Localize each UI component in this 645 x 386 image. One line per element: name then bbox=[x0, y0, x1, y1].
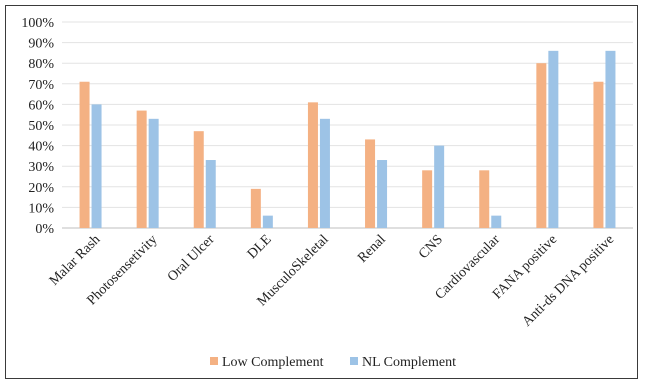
y-tick-label: 40% bbox=[28, 140, 54, 155]
legend-swatch bbox=[210, 357, 218, 365]
y-tick-label: 30% bbox=[28, 160, 54, 175]
y-tick-label: 100% bbox=[21, 16, 54, 31]
bar bbox=[193, 131, 204, 228]
y-tick-label: 50% bbox=[28, 119, 54, 134]
bar bbox=[79, 81, 90, 229]
y-tick-label: 20% bbox=[28, 181, 54, 196]
x-tick-label: CNS bbox=[416, 232, 446, 262]
bar bbox=[593, 81, 604, 229]
bar bbox=[250, 188, 261, 228]
y-tick-label: 10% bbox=[28, 201, 54, 216]
bar bbox=[605, 50, 616, 229]
bar bbox=[91, 104, 102, 228]
bar bbox=[536, 63, 547, 229]
legend-label: NL Complement bbox=[362, 355, 456, 370]
bar bbox=[377, 160, 388, 228]
bar bbox=[491, 215, 502, 228]
bar bbox=[422, 170, 433, 228]
legend-swatch bbox=[350, 357, 358, 365]
y-tick-label: 0% bbox=[35, 222, 54, 237]
y-tick-label: 90% bbox=[28, 37, 54, 52]
bar bbox=[319, 118, 330, 228]
x-tick-label: Malar Rash bbox=[47, 232, 104, 289]
bar bbox=[136, 110, 147, 228]
y-tick-label: 80% bbox=[28, 57, 54, 72]
bar bbox=[205, 160, 216, 228]
bar bbox=[307, 102, 318, 228]
y-tick-label: 60% bbox=[28, 98, 54, 113]
bar bbox=[148, 118, 159, 228]
bar bbox=[434, 145, 445, 228]
bar bbox=[548, 50, 559, 229]
bar bbox=[479, 170, 490, 228]
legend-label: Low Complement bbox=[222, 355, 324, 370]
x-tick-label: Oral Ulcer bbox=[165, 232, 218, 285]
y-tick-label: 70% bbox=[28, 78, 54, 93]
bar bbox=[262, 215, 273, 228]
x-tick-label: Renal bbox=[355, 232, 389, 266]
bar bbox=[365, 139, 376, 228]
x-tick-label: DLE bbox=[245, 232, 275, 262]
